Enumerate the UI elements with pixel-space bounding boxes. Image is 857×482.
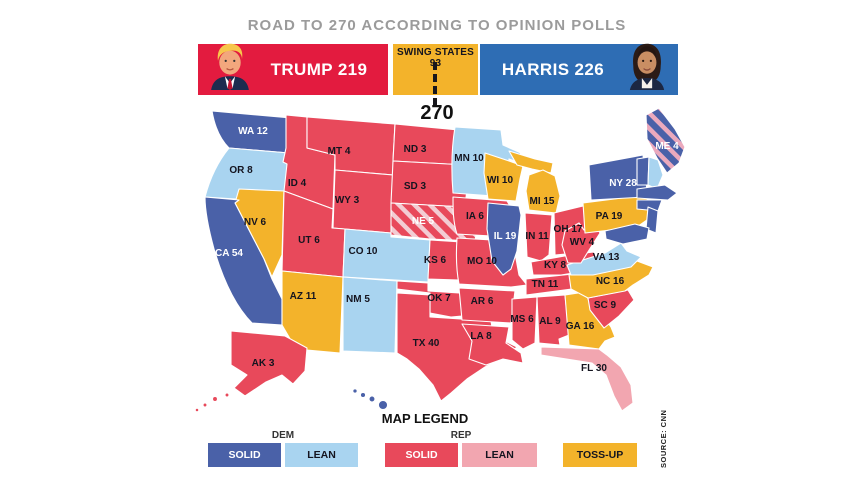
source-credit: SOURCE: CNN <box>659 409 668 468</box>
state-label-NE: NE 5 <box>412 216 435 227</box>
state-CA <box>204 196 283 326</box>
state-label-NM: NM 5 <box>346 294 370 305</box>
harris-tally-bar: HARRIS 226 <box>480 42 678 95</box>
trump-tally-label: TRUMP 219 <box>270 59 368 79</box>
state-label-IL: IL 19 <box>494 231 517 242</box>
state-label-TX: TX 40 <box>413 338 440 349</box>
legend-dem-group-label: DEM <box>271 430 295 441</box>
state-label-MT: MT 4 <box>328 146 351 157</box>
state-label-KY: KY 8 <box>544 260 566 271</box>
state-label-MS: MS 6 <box>510 314 534 325</box>
legend-lean-rep-swatch: LEAN <box>462 443 537 467</box>
state-LA <box>461 323 524 366</box>
state-label-MO: MO 10 <box>467 256 497 267</box>
state-AR <box>458 287 516 324</box>
harris-tally-label: HARRIS 226 <box>501 59 605 79</box>
state-label-AZ: AZ 11 <box>290 291 317 302</box>
state-label-SC: SC 9 <box>594 300 617 311</box>
state-label-OK: OK 7 <box>427 293 451 304</box>
state-VA <box>566 242 642 276</box>
map-legend-title: MAP LEGEND <box>381 411 469 426</box>
state-IL <box>486 202 522 276</box>
state-NH <box>647 156 664 190</box>
state-WV <box>561 222 601 264</box>
state-label-GA: GA 16 <box>566 321 595 332</box>
state-label-OR: OR 8 <box>229 165 253 176</box>
state-label-MI: MI 15 <box>529 196 554 207</box>
state-label-PA: PA 19 <box>596 211 623 222</box>
state-label-NC: NC 16 <box>596 276 625 287</box>
state-label-WY: WY 3 <box>335 195 360 206</box>
legend-lean-dem-swatch: LEAN <box>285 443 358 467</box>
state-label-CA: CA 54 <box>215 248 243 259</box>
state-NC <box>568 260 654 299</box>
state-AZ <box>281 270 344 354</box>
state-label-UT: UT 6 <box>298 235 320 246</box>
state-label-KS: KS 6 <box>424 255 447 266</box>
state-label-ID: ID 4 <box>288 178 307 189</box>
state-MI <box>525 169 561 214</box>
state-IN <box>524 212 553 262</box>
state-WI <box>483 152 524 202</box>
state-NJ <box>645 206 659 234</box>
state-label-WI: WI 10 <box>487 175 514 186</box>
state-label-MN: MN 10 <box>454 153 484 164</box>
threshold-dashed-line <box>433 62 437 106</box>
state-label-VA: VA 13 <box>593 252 620 263</box>
state-HI <box>352 388 389 411</box>
harris-photo-icon <box>621 42 673 95</box>
state-label-TN: TN 11 <box>532 279 559 290</box>
state-FL <box>540 346 634 412</box>
state-label-LA: LA 8 <box>470 331 492 342</box>
state-MI-upper <box>508 150 554 174</box>
state-label-IA: IA 6 <box>466 211 484 222</box>
state-MA <box>636 184 678 201</box>
state-label-WA: WA 12 <box>238 126 268 137</box>
state-AK <box>194 330 308 413</box>
state-label-AL: AL 9 <box>539 316 561 327</box>
state-label-CO: CO 10 <box>349 246 378 257</box>
legend-tossup-swatch: TOSS-UP <box>563 443 637 467</box>
state-label-NV: NV 6 <box>244 217 267 228</box>
state-MS <box>511 296 538 350</box>
state-label-ME: ME 4 <box>655 141 679 152</box>
legend-solid-dem-swatch: SOLID <box>208 443 281 467</box>
state-label-AR: AR 6 <box>471 296 494 307</box>
state-label-OH: OH 17 <box>554 224 583 235</box>
legend-rep-group-label: REP <box>450 430 472 441</box>
state-label-ND: ND 3 <box>404 144 427 155</box>
state-MD-DE <box>604 223 650 245</box>
legend-solid-rep-swatch: SOLID <box>385 443 458 467</box>
state-SC <box>587 289 635 329</box>
state-label-IN: IN 11 <box>525 231 549 242</box>
state-label-SD: SD 3 <box>404 181 427 192</box>
state-ME <box>645 107 686 174</box>
state-NM <box>342 276 398 354</box>
threshold-270-label: 270 <box>420 102 454 124</box>
us-electoral-map: WA 12 OR 8 CA 54 NV 6 ID 4 MT 4 WY 3 UT 6 CO 10 A… <box>194 107 686 413</box>
state-label-WV: WV 4 <box>570 237 595 248</box>
trump-photo-icon <box>204 42 256 95</box>
trump-tally-bar: TRUMP 219 <box>198 42 388 95</box>
page-title: ROAD TO 270 ACCORDING TO OPINION POLLS <box>247 17 627 34</box>
state-VT <box>636 156 650 186</box>
state-label-NY: NY 28 <box>609 178 637 189</box>
state-label-AK: AK 3 <box>252 358 275 369</box>
state-label-FL: FL 30 <box>581 363 607 374</box>
